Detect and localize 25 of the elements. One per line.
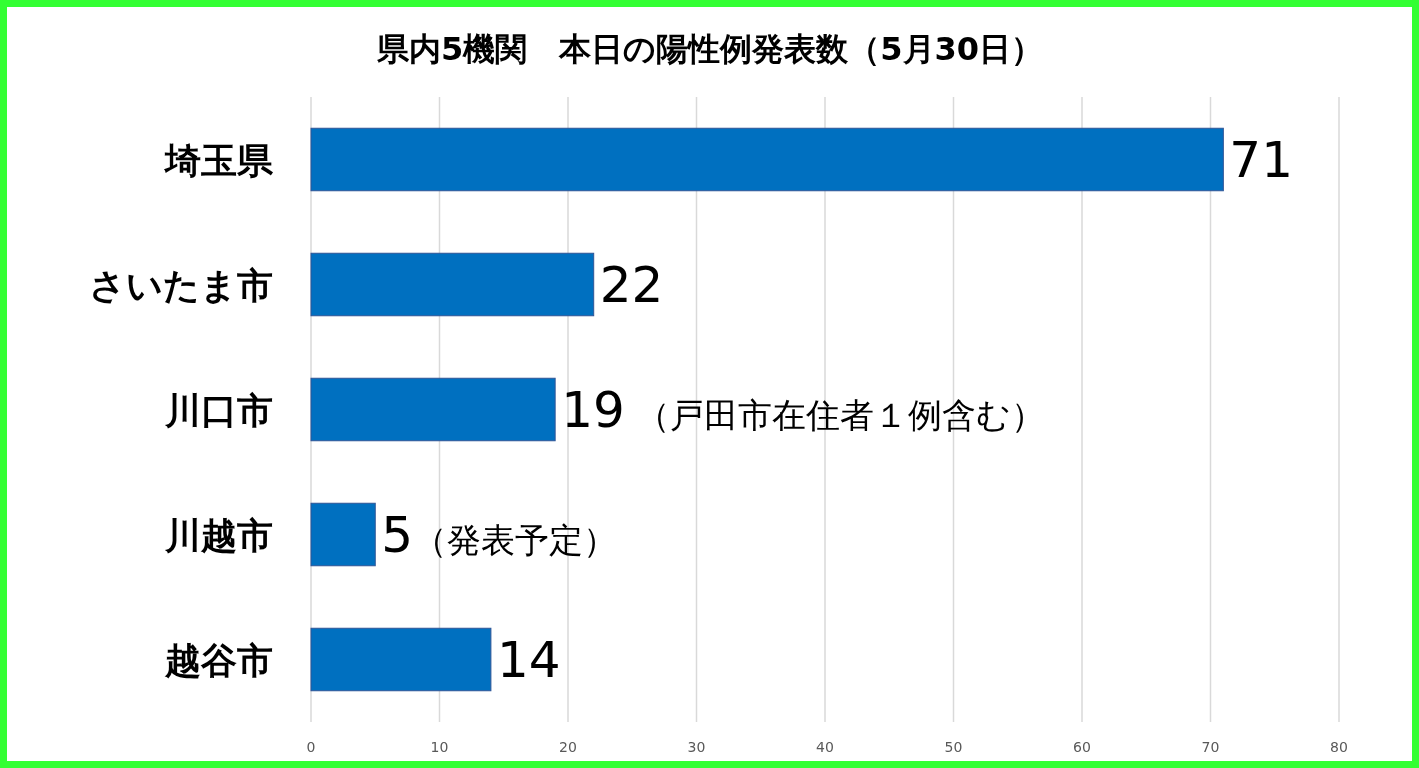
bar xyxy=(310,377,556,442)
x-tick-label: 30 xyxy=(687,739,706,755)
y-tick-label: さいたま市 xyxy=(89,264,273,306)
x-tick-label: 80 xyxy=(1330,739,1348,755)
bar xyxy=(310,502,376,567)
x-tick-label: 50 xyxy=(944,739,963,755)
data-label: 71 xyxy=(1229,130,1293,189)
x-tick-label: 20 xyxy=(559,739,577,755)
x-tick-label: 40 xyxy=(816,739,834,755)
x-tick-label: 10 xyxy=(430,739,449,755)
chart-title: 県内5機関 本日の陽性例発表数（5月30日） xyxy=(375,30,1044,68)
x-tick-label: 60 xyxy=(1073,739,1091,755)
x-tick-label: 70 xyxy=(1201,739,1220,755)
data-label: 19 （戸田市在住者１例含む） xyxy=(561,380,1045,439)
bar xyxy=(310,127,1224,192)
y-tick-label: 越谷市 xyxy=(164,639,273,681)
bar xyxy=(310,627,492,692)
x-tick-label: 0 xyxy=(306,739,316,755)
data-label: 5（発表予定） xyxy=(381,505,618,564)
data-label: 22 xyxy=(599,255,664,314)
data-label: 14 xyxy=(496,630,561,689)
y-tick-label: 川口市 xyxy=(164,389,273,431)
bar xyxy=(310,252,595,317)
y-tick-label: 川越市 xyxy=(164,514,273,556)
y-tick-label: 埼玉県 xyxy=(163,139,274,181)
